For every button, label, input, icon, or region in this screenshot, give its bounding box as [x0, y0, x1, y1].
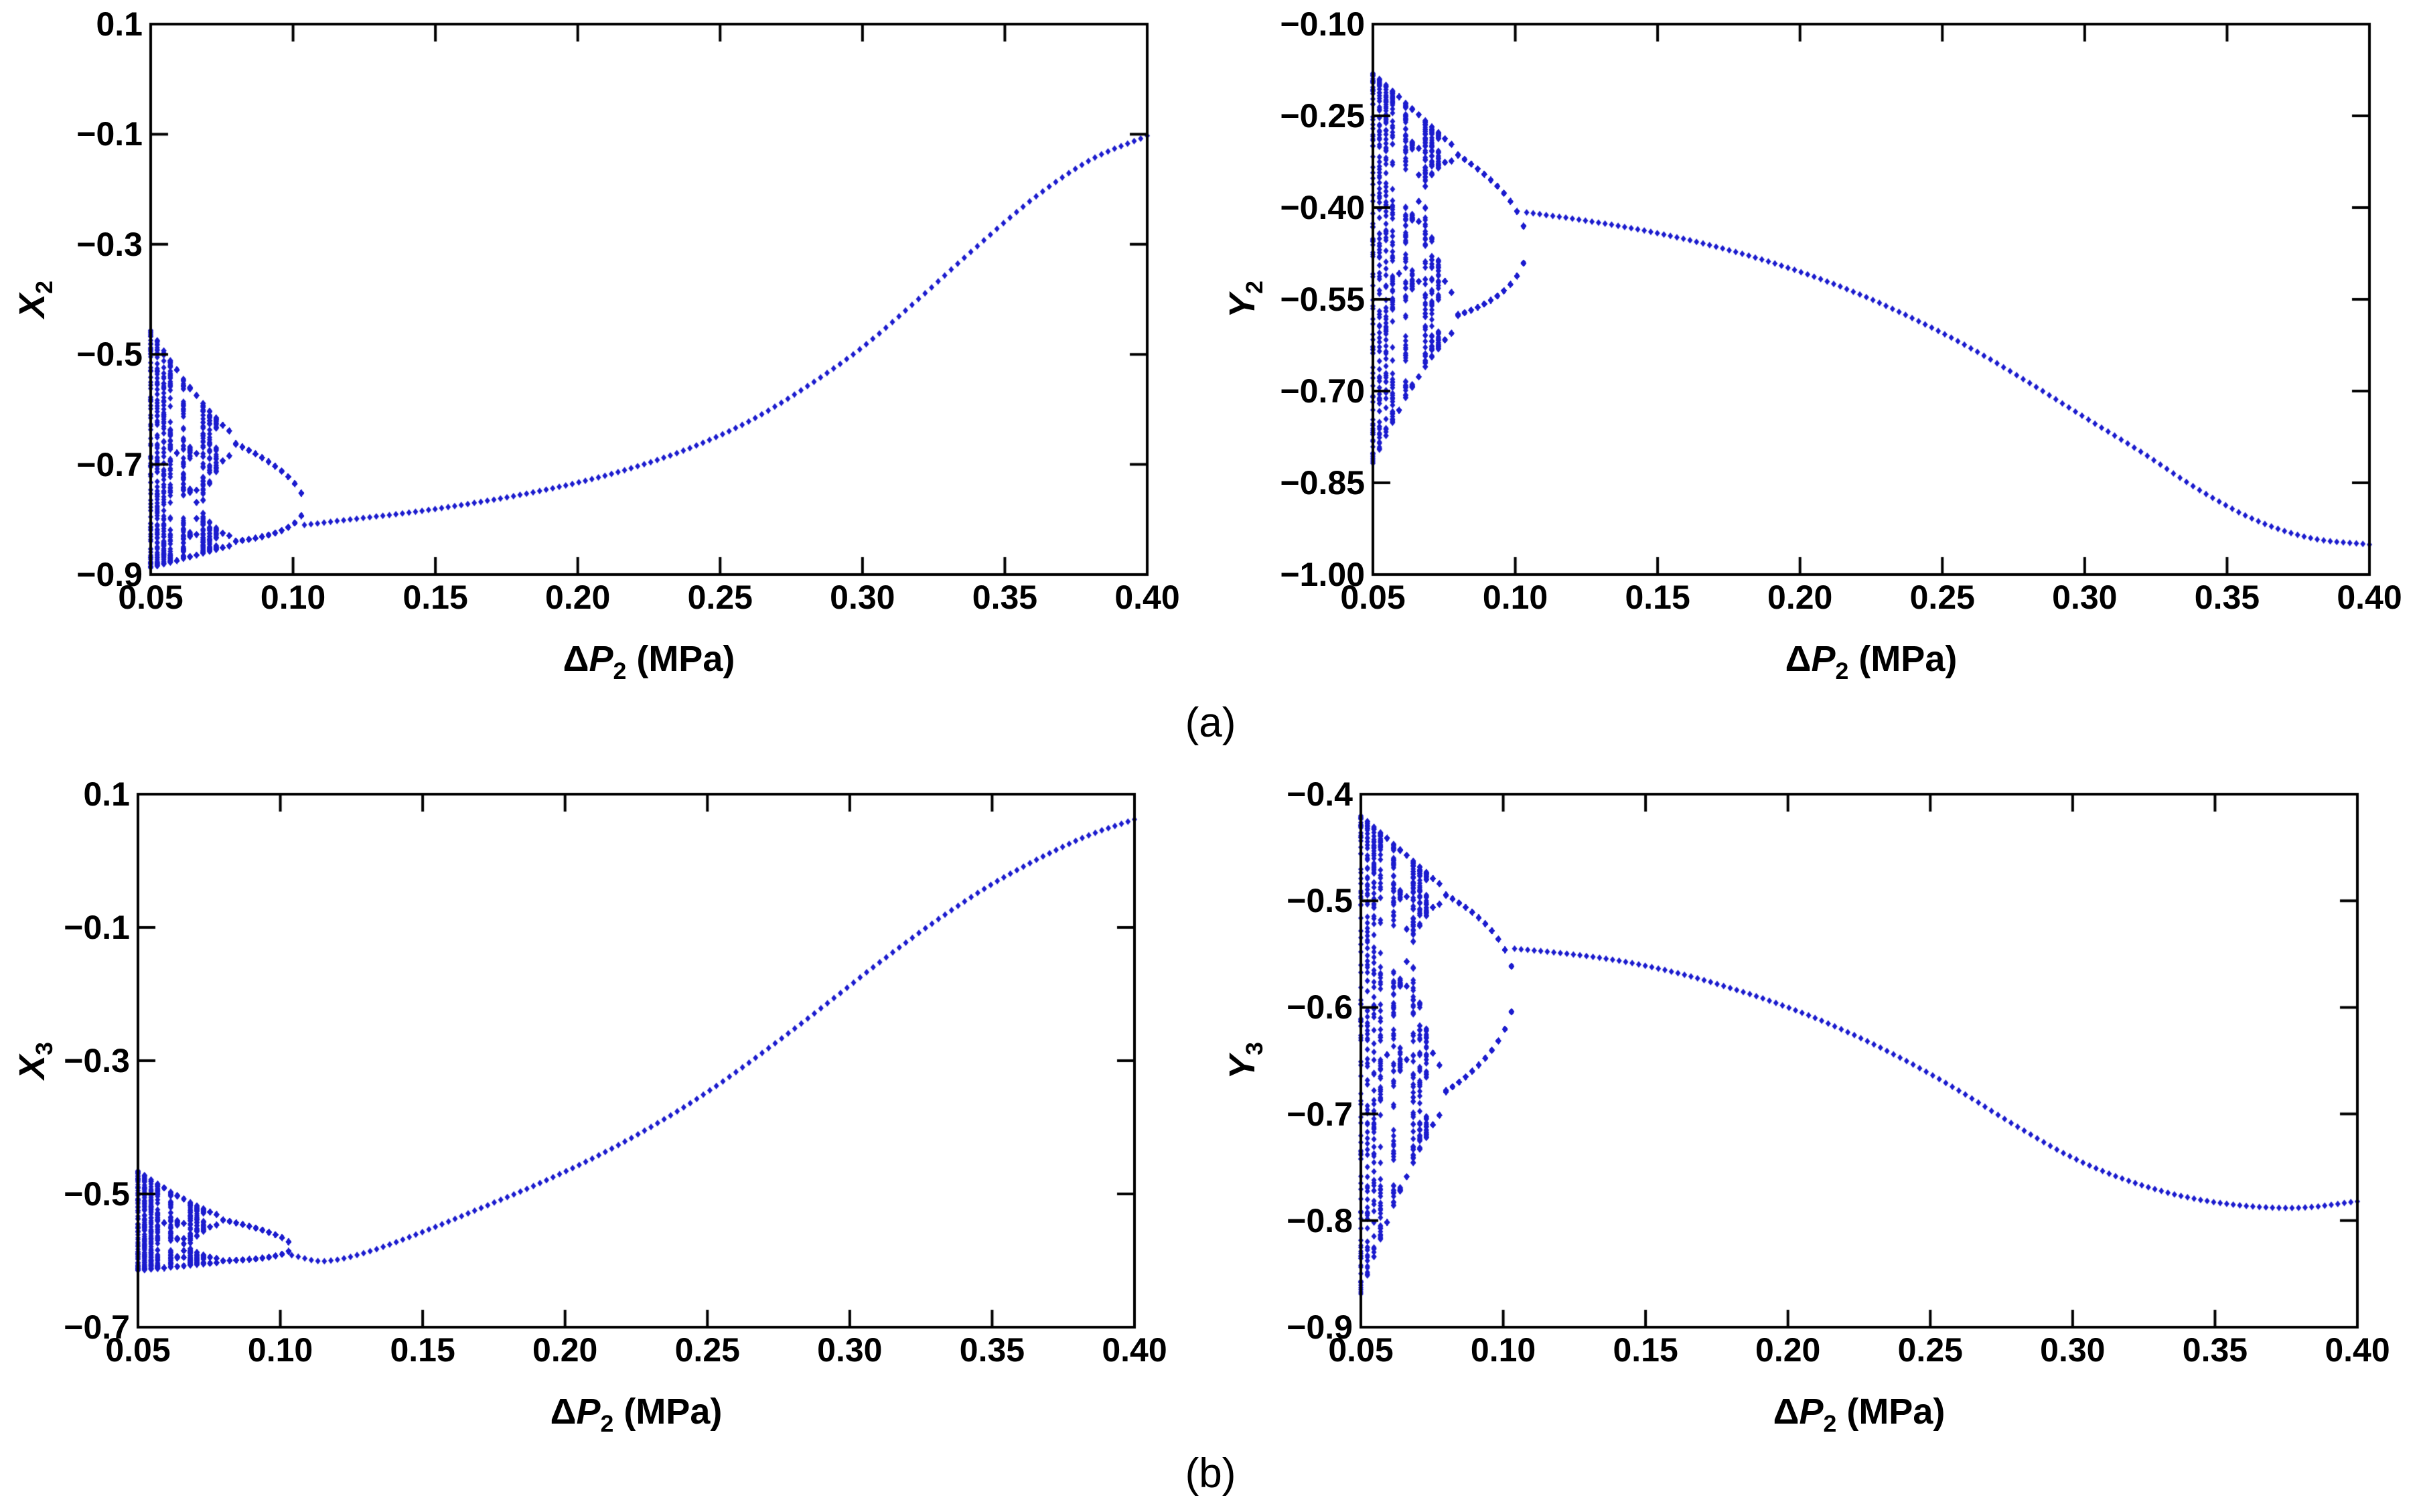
- caption-b: (b): [1185, 1450, 1236, 1497]
- y-axis-label-X2: X2: [11, 132, 58, 467]
- x-tick-label-Y3-0.35: 0.35: [2182, 1331, 2248, 1369]
- x-tick-label-X3-0.35: 0.35: [959, 1331, 1025, 1369]
- x-tick-label-Y3-0.10: 0.10: [1470, 1331, 1536, 1369]
- x-axis-letter: P: [1811, 639, 1836, 679]
- panel-X2: X2 ΔP2 (MPa) 0.05 0.10 0.15 0.20 0.25 0.30 0.3…: [0, 0, 1211, 700]
- y-tick-label-Y2-−1.00: −1.00: [1280, 556, 1365, 593]
- y-tick-label-Y3-−0.5: −0.5: [1287, 882, 1353, 920]
- x-tick-label-X2-0.30: 0.30: [830, 579, 895, 616]
- x-axis-subscript: 2: [1835, 657, 1849, 684]
- x-axis-subscript: 2: [600, 1410, 614, 1437]
- x-tick-label-X3-0.25: 0.25: [674, 1331, 740, 1369]
- y-tick-label-Y2-−0.10: −0.10: [1280, 5, 1365, 43]
- x-tick-label-Y3-0.15: 0.15: [1613, 1331, 1678, 1369]
- y-tick-label-Y2-−0.70: −0.70: [1280, 372, 1365, 410]
- y-tick-label-X2-−0.7: −0.7: [76, 445, 143, 483]
- y-tick-label-Y3-−0.6: −0.6: [1287, 988, 1353, 1027]
- x-axis-letter: P: [1799, 1391, 1824, 1432]
- x-tick-label-X3-0.20: 0.20: [532, 1331, 598, 1369]
- x-axis-subscript: 2: [1823, 1410, 1837, 1437]
- y-axis-letter: X: [12, 293, 52, 318]
- x-tick-label-X2-0.40: 0.40: [1114, 579, 1180, 616]
- x-axis-units: (MPa): [626, 639, 735, 679]
- y-tick-label-Y3-−0.7: −0.7: [1287, 1095, 1353, 1133]
- x-axis-delta: Δ: [1785, 639, 1812, 679]
- x-axis-delta: Δ: [550, 1391, 577, 1432]
- plot-canvas-X2: [0, 0, 1211, 700]
- y-axis-label-Y3: Y3: [1221, 893, 1268, 1228]
- x-axis-delta: Δ: [563, 639, 589, 679]
- panel-Y3: Y3 ΔP2 (MPa) 0.05 0.10 0.15 0.20 0.25 0.30 0.3…: [1210, 758, 2421, 1458]
- x-tick-label-X2-0.05: 0.05: [118, 579, 184, 616]
- x-tick-label-Y2-0.20: 0.20: [1767, 579, 1833, 616]
- x-tick-label-Y3-0.30: 0.30: [2040, 1331, 2106, 1369]
- x-axis-label-X2: ΔP2 (MPa): [415, 639, 883, 691]
- x-tick-label-X3-0.10: 0.10: [247, 1331, 313, 1369]
- panel-Y2: Y2 ΔP2 (MPa) 0.05 0.10 0.15 0.20 0.25 0.30 0.3…: [1210, 0, 2421, 700]
- x-axis-label-Y3: ΔP2 (MPa): [1625, 1391, 2094, 1444]
- x-tick-label-X3-0.15: 0.15: [390, 1331, 455, 1369]
- x-tick-label-Y2-0.25: 0.25: [1909, 579, 1975, 616]
- x-axis-delta: Δ: [1773, 1391, 1800, 1432]
- x-tick-label-X2-0.25: 0.25: [687, 579, 753, 616]
- x-tick-label-X2-0.15: 0.15: [402, 579, 468, 616]
- y-tick-label-X2-0.1: 0.1: [96, 5, 143, 43]
- y-tick-label-X3-0.1: 0.1: [83, 775, 130, 813]
- x-tick-label-Y3-0.25: 0.25: [1897, 1331, 1963, 1369]
- y-tick-label-X2-−0.1: −0.1: [76, 115, 143, 153]
- x-tick-label-X2-0.20: 0.20: [545, 579, 611, 616]
- x-tick-label-Y2-0.35: 0.35: [2194, 579, 2260, 616]
- x-axis-units: (MPa): [1848, 639, 1958, 679]
- x-axis-units: (MPa): [613, 1391, 723, 1432]
- x-tick-label-Y2-0.30: 0.30: [2052, 579, 2118, 616]
- y-tick-label-Y3-−0.9: −0.9: [1287, 1308, 1353, 1346]
- x-axis-letter: P: [576, 1391, 601, 1432]
- y-tick-label-Y2-−0.55: −0.55: [1280, 281, 1365, 318]
- x-tick-label-Y2-0.15: 0.15: [1625, 579, 1690, 616]
- y-tick-label-Y2-−0.40: −0.40: [1280, 189, 1365, 226]
- x-axis-units: (MPa): [1836, 1391, 1946, 1432]
- x-tick-label-Y3-0.20: 0.20: [1755, 1331, 1821, 1369]
- plot-canvas-Y3: [1210, 758, 2421, 1458]
- y-tick-label-X3-−0.7: −0.7: [64, 1308, 130, 1346]
- x-tick-label-X3-0.40: 0.40: [1102, 1331, 1167, 1369]
- y-tick-label-Y3-−0.4: −0.4: [1287, 775, 1353, 813]
- y-tick-label-Y3-−0.8: −0.8: [1287, 1201, 1353, 1239]
- y-tick-label-X2-−0.9: −0.9: [76, 556, 143, 593]
- y-tick-label-X2-−0.5: −0.5: [76, 335, 143, 374]
- x-axis-subscript: 2: [613, 657, 627, 684]
- y-tick-label-X2-−0.3: −0.3: [76, 225, 143, 263]
- x-tick-label-X2-0.10: 0.10: [260, 579, 326, 616]
- plot-canvas-Y2: [1210, 0, 2421, 700]
- y-axis-subscript: 3: [1240, 1042, 1268, 1055]
- y-axis-subscript: 2: [30, 281, 58, 294]
- x-tick-label-Y2-0.40: 0.40: [2337, 579, 2402, 616]
- x-axis-label-X3: ΔP2 (MPa): [402, 1391, 871, 1444]
- caption-a: (a): [1185, 700, 1236, 746]
- plot-canvas-X3: [0, 758, 1211, 1458]
- x-tick-label-X3-0.05: 0.05: [105, 1331, 171, 1369]
- x-tick-label-X2-0.35: 0.35: [972, 579, 1038, 616]
- x-tick-label-X3-0.30: 0.30: [817, 1331, 883, 1369]
- y-tick-label-Y2-−0.25: −0.25: [1280, 97, 1365, 135]
- x-tick-label-Y2-0.05: 0.05: [1340, 579, 1406, 616]
- x-tick-label-Y3-0.05: 0.05: [1328, 1331, 1394, 1369]
- panel-X3: X3 ΔP2 (MPa) 0.05 0.10 0.15 0.20 0.25 0.30 0.3…: [0, 758, 1211, 1458]
- x-tick-label-Y2-0.10: 0.10: [1482, 579, 1548, 616]
- x-axis-letter: P: [589, 639, 613, 679]
- y-tick-label-X3-−0.5: −0.5: [64, 1175, 130, 1213]
- x-tick-label-Y3-0.40: 0.40: [2325, 1331, 2390, 1369]
- y-axis-letter: Y: [1222, 1055, 1262, 1079]
- x-axis-label-Y2: ΔP2 (MPa): [1637, 639, 2106, 691]
- y-tick-label-X3-−0.3: −0.3: [64, 1042, 130, 1079]
- y-tick-label-Y2-−0.85: −0.85: [1280, 464, 1365, 502]
- y-tick-label-X3-−0.1: −0.1: [64, 909, 130, 946]
